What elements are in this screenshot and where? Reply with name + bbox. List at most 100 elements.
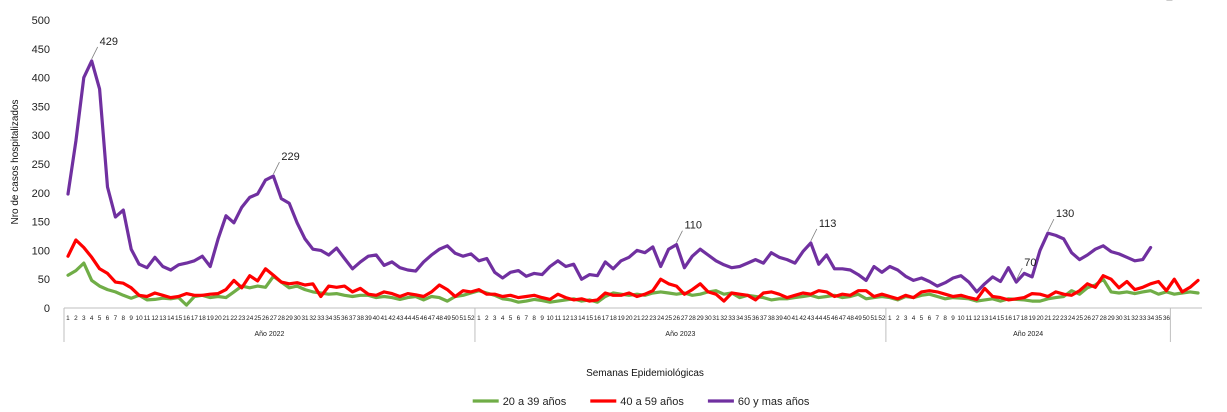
- annotation-label: 130: [1056, 208, 1074, 220]
- x-tick-label: 19: [207, 315, 215, 322]
- x-tick-label: 4: [912, 315, 916, 322]
- annotation-layer: 429 229 110 113 70 130 105: [91, 0, 1193, 281]
- x-tick-label: 18: [1021, 315, 1029, 322]
- x-tick-label: 28: [278, 315, 286, 322]
- year-group-label: Año 2022: [254, 331, 284, 338]
- annotation-leader: [676, 230, 683, 243]
- x-tick-label: 2: [896, 315, 900, 322]
- x-tick-label: 34: [1147, 315, 1155, 322]
- x-tick-label: 48: [847, 315, 855, 322]
- x-tick-label: 10: [957, 315, 965, 322]
- x-tick-label: 5: [98, 315, 102, 322]
- x-tick-label: 9: [129, 315, 133, 322]
- x-tick-label: 16: [594, 315, 602, 322]
- x-tick-label: 6: [928, 315, 932, 322]
- x-tick-label: 38: [768, 315, 776, 322]
- x-tick-label: 1: [66, 315, 70, 322]
- x-tick-label: 10: [546, 315, 554, 322]
- x-tick-label: 36: [752, 315, 760, 322]
- x-tick-label: 27: [681, 315, 689, 322]
- x-tick-label: 6: [517, 315, 521, 322]
- x-tick-label: 2: [485, 315, 489, 322]
- x-tick-label: 42: [799, 315, 807, 322]
- x-tick-label: 35: [333, 315, 341, 322]
- x-tick-label: 48: [436, 315, 444, 322]
- x-tick-label: 23: [1060, 315, 1068, 322]
- x-tick-label: 47: [428, 315, 436, 322]
- x-tick-label: 31: [301, 315, 309, 322]
- x-tick-label: 49: [855, 315, 863, 322]
- y-tick-label: 50: [38, 274, 50, 286]
- x-tick-label: 20: [625, 315, 633, 322]
- x-tick-label: 9: [540, 315, 544, 322]
- x-tick-label: 28: [689, 315, 697, 322]
- x-tick-label: 8: [532, 315, 536, 322]
- x-tick-label: 25: [254, 315, 262, 322]
- x-tick-label: 7: [114, 315, 118, 322]
- x-tick-label: 26: [262, 315, 270, 322]
- y-tick-label: 400: [32, 73, 50, 85]
- year-group-label: Año 2023: [665, 331, 695, 338]
- x-tick-label: 41: [381, 315, 389, 322]
- annotation-label: 70: [1024, 257, 1036, 269]
- annotation-label: 429: [100, 36, 118, 48]
- x-tick-label: 7: [935, 315, 939, 322]
- y-tick-label: 200: [32, 188, 50, 200]
- x-tick-label: 33: [1139, 315, 1147, 322]
- x-tick-label: 15: [997, 315, 1005, 322]
- x-tick-label: 43: [807, 315, 815, 322]
- annotation-label: 229: [281, 151, 299, 163]
- x-tick-label: 22: [230, 315, 238, 322]
- x-tick-label: 25: [665, 315, 673, 322]
- x-tick-label: 3: [82, 315, 86, 322]
- x-tick-label: 20: [215, 315, 223, 322]
- x-tick-label: 7: [525, 315, 529, 322]
- x-tick-label: 18: [610, 315, 618, 322]
- x-tick-label: 45: [412, 315, 420, 322]
- x-tick-label: 33: [317, 315, 325, 322]
- x-tick-label: 40: [784, 315, 792, 322]
- x-tick-label: 52: [878, 315, 886, 322]
- annotation-label: 105: [1174, 0, 1192, 3]
- x-tick-label: 3: [493, 315, 497, 322]
- x-tick-label: 29: [1108, 315, 1116, 322]
- x-tick-label: 2: [74, 315, 78, 322]
- y-axis: 0 50 100 150 200 250 300 350 400 450 500: [32, 15, 50, 315]
- x-tick-label: 35: [1155, 315, 1163, 322]
- x-tick-label: 52: [467, 315, 475, 322]
- x-tick-label: 43: [396, 315, 404, 322]
- y-tick-label: 150: [32, 217, 50, 229]
- legend-label: 60 y mas años: [738, 396, 810, 408]
- x-tick-label: 51: [460, 315, 468, 322]
- x-tick-label: 14: [167, 315, 175, 322]
- x-axis: 1 2 3 4 5 6 7 8 9 10 11 12 13 14 15 16 17 18 19 20 21 22 23 24 2…: [63, 307, 1202, 342]
- x-tick-label: 33: [728, 315, 736, 322]
- x-tick-label: 24: [1068, 315, 1076, 322]
- x-tick-label: 11: [555, 315, 562, 322]
- x-tick-label: 39: [776, 315, 784, 322]
- series-line: [66, 238, 1200, 303]
- x-tick-label: 41: [791, 315, 799, 322]
- x-tick-label: 28: [1100, 315, 1108, 322]
- x-tick-label: 34: [325, 315, 333, 322]
- x-tick-label: 29: [697, 315, 705, 322]
- y-tick-label: 0: [44, 303, 50, 315]
- x-tick-label: 19: [618, 315, 626, 322]
- y-tick-label: 100: [32, 245, 50, 257]
- x-tick-label: 3: [904, 315, 908, 322]
- annotation-leader: [810, 228, 818, 242]
- x-tick-label: 16: [183, 315, 191, 322]
- x-tick-label: 25: [1076, 315, 1084, 322]
- x-tick-label: 14: [989, 315, 997, 322]
- x-tick-label: 11: [966, 315, 973, 322]
- x-tick-label: 13: [159, 315, 167, 322]
- x-tick-label: 40: [373, 315, 381, 322]
- x-tick-label: 32: [1131, 315, 1139, 322]
- x-tick-label: 27: [270, 315, 278, 322]
- x-tick-label: 46: [831, 315, 839, 322]
- x-tick-label: 17: [191, 315, 199, 322]
- x-tick-label: 44: [815, 315, 823, 322]
- x-tick-label: 8: [121, 315, 125, 322]
- series-line: [66, 59, 1153, 294]
- x-tick-label: 26: [1084, 315, 1092, 322]
